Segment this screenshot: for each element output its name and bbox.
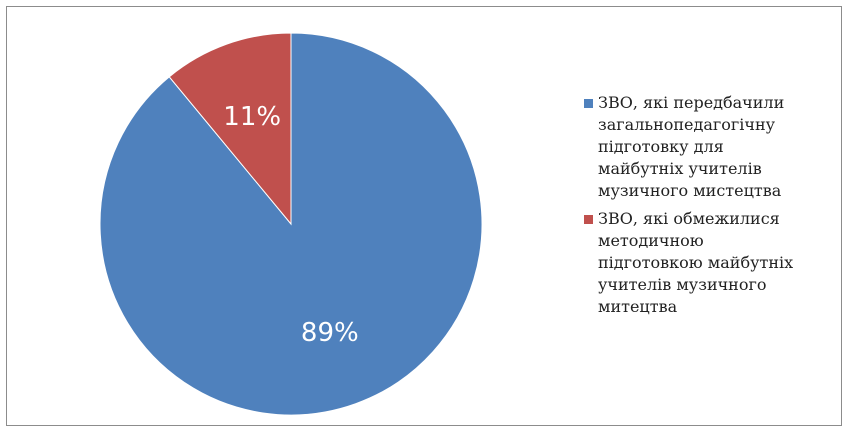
legend-swatch-1 [584, 215, 593, 224]
legend-label-0-line-4: музичного мистецтва [598, 181, 782, 200]
legend-label-0-line-0: ЗВО, які передбачили [598, 93, 785, 112]
legend-swatch-0 [584, 99, 593, 108]
legend-label-0-line-3: майбутніх учителів [598, 159, 762, 178]
legend-label-0-line-1: загальнопедагогічну [598, 115, 776, 134]
legend-label-1-line-3: учителів музичного [598, 275, 767, 294]
data-label-0: 89% [301, 318, 359, 348]
pie-slices [99, 32, 483, 416]
legend-entry-1: ЗВО, які обмежилися методичною підготовк… [584, 208, 834, 318]
legend-label-1: ЗВО, які обмежилися методичною підготовк… [598, 208, 793, 318]
legend: ЗВО, які передбачили загальнопедагогічну… [584, 92, 834, 324]
legend-label-1-line-1: методичною [598, 231, 704, 250]
legend-entry-0: ЗВО, які передбачили загальнопедагогічну… [584, 92, 834, 202]
pie-slice-1 [168, 32, 292, 226]
legend-label-1-line-2: підготовкою майбутніх [598, 253, 794, 272]
legend-label-1-line-0: ЗВО, які обмежилися [598, 209, 780, 228]
legend-label-1-line-4: митецтва [598, 297, 678, 316]
data-label-1: 11% [223, 102, 281, 132]
legend-label-0-line-2: підготовку для [598, 137, 724, 156]
legend-label-0: ЗВО, які передбачили загальнопедагогічну… [598, 92, 784, 202]
pie-data-labels: 89% 11% [223, 102, 358, 348]
